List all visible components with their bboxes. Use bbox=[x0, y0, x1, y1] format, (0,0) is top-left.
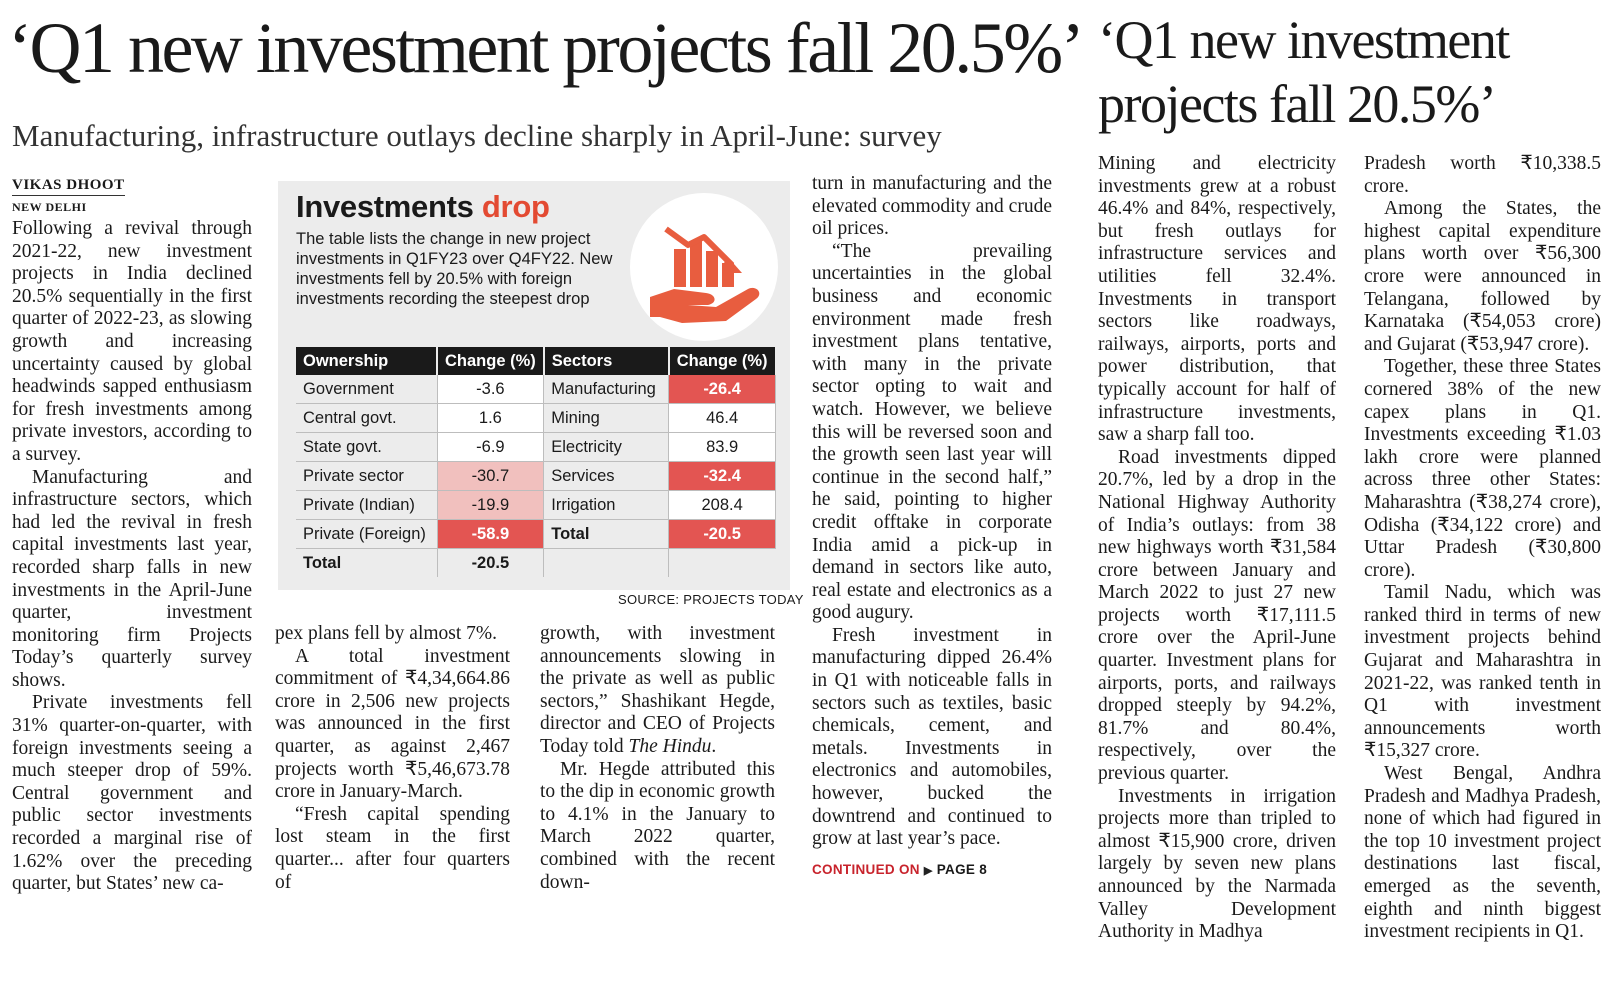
empty-cell bbox=[543, 548, 670, 577]
table-header-row: Ownership Change (%) Sectors Change (%) bbox=[296, 347, 777, 375]
ownership-cell: Private sector bbox=[296, 461, 438, 491]
sidebar-headline: ‘Q1 new investment projects fall 20.5%’ bbox=[1098, 10, 1510, 134]
hand-holding-declining-chart-icon bbox=[630, 193, 778, 341]
ownership-cell: State govt. bbox=[296, 432, 438, 462]
article-column-4: turn in manufacturing and the elevated c… bbox=[812, 173, 1052, 851]
paragraph: Manufacturing and infrastructure sectors… bbox=[12, 466, 252, 691]
sidebar-column-2: Pradesh worth ₹10,338.5 crore. Among the… bbox=[1364, 153, 1601, 944]
article-column-1: Following a revival through 2021-22, new… bbox=[12, 218, 252, 896]
byline: VIKAS DHOOT bbox=[12, 176, 125, 196]
paragraph: Together, these three States cornered 38… bbox=[1364, 356, 1601, 581]
continued-page: PAGE 8 bbox=[936, 862, 988, 877]
paragraph: Private investments fell 31% quarter-on-… bbox=[12, 692, 252, 895]
ownership-total-label: Total bbox=[296, 548, 438, 577]
paragraph: Following a revival through 2021-22, new… bbox=[12, 218, 252, 465]
paragraph: Investments in irrigation projects more … bbox=[1098, 785, 1336, 943]
header-change-ownership: Change (%) bbox=[437, 347, 545, 375]
investment-change-table: Ownership Change (%) Sectors Change (%) … bbox=[296, 347, 777, 577]
title-plain: Investments bbox=[296, 189, 482, 224]
ownership-change-cell: 1.6 bbox=[437, 403, 545, 433]
paragraph: Fresh investment in manufacturing dipped… bbox=[812, 624, 1052, 850]
ownership-change-cell: -3.6 bbox=[437, 375, 545, 404]
paragraph: Mr. Hegde attributed this to the dip in … bbox=[540, 758, 775, 893]
ownership-cell: Private (Foreign) bbox=[296, 519, 438, 549]
sector-total-label: Total bbox=[543, 519, 670, 549]
sector-cell: Mining bbox=[543, 403, 670, 433]
dateline: NEW DELHI bbox=[12, 200, 87, 214]
paragraph: “Fresh capital spending lost steam in th… bbox=[275, 803, 510, 893]
investments-drop-infographic: Investments drop The table lists the cha… bbox=[278, 181, 790, 590]
infographic-description: The table lists the change in new projec… bbox=[296, 230, 613, 308]
continued-on-link[interactable]: CONTINUED ON ▶ PAGE 8 bbox=[812, 862, 987, 877]
sector-change-cell: 83.9 bbox=[668, 432, 776, 462]
ownership-total-change: -20.5 bbox=[437, 548, 545, 577]
paragraph: Mining and electricity investments grew … bbox=[1098, 153, 1336, 446]
table-row: Private sector -30.7 Services -32.4 bbox=[296, 461, 776, 491]
paragraph: Among the States, the highest capital ex… bbox=[1364, 198, 1601, 355]
paragraph: A total investment commitment of ₹4,34,6… bbox=[275, 645, 510, 803]
paragraph: Tamil Nadu, which was ranked third in te… bbox=[1364, 582, 1601, 762]
ownership-change-cell: -58.9 bbox=[437, 519, 545, 549]
sidebar-column-1: Mining and electricity investments grew … bbox=[1098, 153, 1336, 944]
header-ownership: Ownership bbox=[296, 347, 438, 375]
header-change-sectors: Change (%) bbox=[668, 347, 777, 375]
table-row: Total -20.5 bbox=[296, 548, 776, 577]
arrow-right-icon: ▶ bbox=[923, 865, 933, 877]
paragraph: “The prevailing uncertainties in the glo… bbox=[812, 240, 1052, 624]
table-row: Private (Indian) -19.9 Irrigation 208.4 bbox=[296, 490, 776, 520]
subheadline: Manufacturing, infrastructure outlays de… bbox=[12, 118, 942, 153]
sector-cell: Electricity bbox=[543, 432, 670, 462]
punctuation: . bbox=[711, 735, 717, 757]
table-row: Government -3.6 Manufacturing -26.4 bbox=[296, 375, 776, 404]
article-column-2: pex plans fell by almost 7%. A total inv… bbox=[275, 623, 510, 894]
sector-change-cell: 208.4 bbox=[668, 490, 776, 520]
title-accent: drop bbox=[481, 189, 550, 224]
ownership-change-cell: -19.9 bbox=[437, 490, 545, 520]
table-row: Central govt. 1.6 Mining 46.4 bbox=[296, 403, 776, 433]
sector-change-cell: -26.4 bbox=[668, 375, 776, 404]
sector-change-cell: 46.4 bbox=[668, 403, 776, 433]
table-row: Private (Foreign) -58.9 Total -20.5 bbox=[296, 519, 776, 549]
paragraph: Road investments dipped 20.7%, led by a … bbox=[1098, 446, 1336, 785]
paragraph: turn in manufacturing and the elevated c… bbox=[812, 173, 1052, 240]
infographic-source: SOURCE: PROJECTS TODAY bbox=[618, 592, 804, 607]
article-column-3: growth, with investment announcements sl… bbox=[540, 623, 775, 894]
headline: ‘Q1 new investment projects fall 20.5%’ bbox=[8, 8, 1085, 88]
sector-cell: Irrigation bbox=[543, 490, 670, 520]
empty-cell bbox=[668, 548, 776, 577]
ownership-cell: Private (Indian) bbox=[296, 490, 438, 520]
ownership-change-cell: -30.7 bbox=[437, 461, 545, 491]
paragraph: growth, with investment announcements sl… bbox=[540, 623, 775, 759]
continued-label: CONTINUED ON bbox=[812, 862, 920, 877]
ownership-cell: Central govt. bbox=[296, 403, 438, 433]
ownership-cell: Government bbox=[296, 375, 438, 404]
sector-change-cell: -32.4 bbox=[668, 461, 776, 491]
infographic-title: Investments drop bbox=[296, 189, 550, 225]
publication-name: The Hindu bbox=[628, 735, 712, 757]
table-row: State govt. -6.9 Electricity 83.9 bbox=[296, 432, 776, 462]
sector-cell: Manufacturing bbox=[543, 375, 670, 404]
paragraph: Pradesh worth ₹10,338.5 crore. bbox=[1364, 153, 1601, 197]
paragraph: West Bengal, Andhra Pradesh and Madhya P… bbox=[1364, 763, 1601, 943]
quote-text: growth, with investment announcements sl… bbox=[540, 623, 775, 757]
ownership-change-cell: -6.9 bbox=[437, 432, 545, 462]
header-sectors: Sectors bbox=[543, 347, 670, 375]
paragraph: pex plans fell by almost 7%. bbox=[275, 623, 498, 644]
sector-cell: Services bbox=[543, 461, 670, 491]
sector-total-change: -20.5 bbox=[668, 519, 776, 549]
